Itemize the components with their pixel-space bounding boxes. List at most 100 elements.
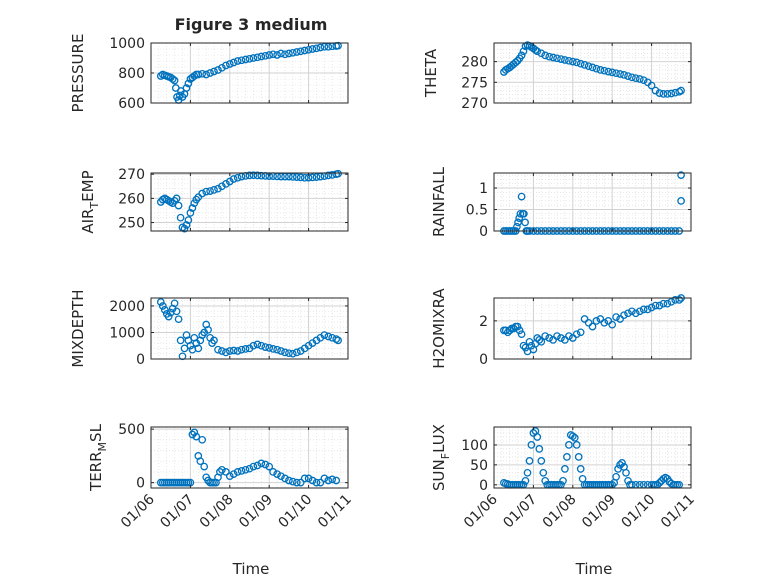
data-point xyxy=(580,315,589,323)
data-point xyxy=(296,478,305,487)
data-point xyxy=(182,221,191,229)
data-point xyxy=(659,90,668,98)
data-point xyxy=(572,330,581,339)
data-point xyxy=(253,53,262,62)
data-point xyxy=(620,71,628,79)
data-point xyxy=(249,462,258,471)
data-point xyxy=(204,325,212,334)
x-tick-label: 01/09 xyxy=(236,492,276,532)
y-tick-label: 275 xyxy=(461,75,488,91)
data-point xyxy=(261,51,270,60)
data-point xyxy=(285,476,293,485)
plot-area xyxy=(494,43,691,103)
y-axis-label: MIXDEPTH xyxy=(69,289,87,367)
data-point xyxy=(677,86,685,95)
subplot-8: 0 50 100 01/06 01/07 01/08 01/09 01/10 01/11 SUNF… xyxy=(430,424,698,531)
y-tick-label: 0 xyxy=(479,352,488,368)
data-point xyxy=(233,468,242,476)
data-point xyxy=(576,59,585,68)
data-point xyxy=(214,66,222,74)
data-point xyxy=(296,47,305,56)
y-tick-label: 500 xyxy=(118,422,145,438)
data-point xyxy=(273,51,281,59)
data-point xyxy=(200,462,209,471)
data-point xyxy=(320,42,329,51)
data-point xyxy=(553,332,561,340)
data-series xyxy=(500,294,685,356)
minor-grid xyxy=(151,427,348,488)
data-point xyxy=(655,301,664,310)
x-tick-label: 01/10 xyxy=(619,492,659,532)
data-point xyxy=(523,468,532,477)
data-point xyxy=(545,334,554,342)
data-point xyxy=(164,312,173,321)
data-point xyxy=(643,305,652,314)
data-point xyxy=(194,70,203,79)
data-point xyxy=(622,468,630,477)
minor-grid xyxy=(151,173,348,231)
data-point xyxy=(265,344,274,352)
data-point xyxy=(186,209,195,217)
data-point xyxy=(667,297,676,306)
data-point xyxy=(604,67,613,76)
data-point xyxy=(202,187,211,196)
data-point xyxy=(225,60,234,68)
data-point xyxy=(184,216,193,224)
figure-title: Figure 3 medium xyxy=(175,15,328,34)
data-point xyxy=(624,72,632,80)
data-point xyxy=(233,347,242,355)
data-point xyxy=(288,173,297,181)
data-point xyxy=(257,341,266,350)
y-tick-label: 0 xyxy=(136,352,145,368)
data-point xyxy=(505,326,514,335)
data-point xyxy=(229,470,238,478)
data-point xyxy=(249,171,258,180)
data-point xyxy=(574,453,583,461)
data-point xyxy=(229,58,238,67)
data-point xyxy=(655,89,664,97)
data-point xyxy=(535,336,544,344)
data-point xyxy=(202,70,211,79)
data-point xyxy=(269,50,277,59)
data-point xyxy=(312,173,321,181)
data-point xyxy=(229,175,238,183)
data-point xyxy=(292,348,301,357)
data-point xyxy=(572,441,581,449)
data-point xyxy=(172,194,181,203)
data-point xyxy=(663,299,672,308)
data-point xyxy=(158,302,167,310)
y-tick-label: 260 xyxy=(118,191,145,207)
data-point xyxy=(324,476,333,485)
data-point xyxy=(533,47,542,56)
data-point xyxy=(675,296,684,304)
data-point xyxy=(519,47,528,56)
data-point xyxy=(176,213,185,222)
data-point xyxy=(245,464,254,473)
data-point xyxy=(324,42,333,51)
plot-area xyxy=(494,173,691,231)
data-series xyxy=(156,428,341,487)
data-point xyxy=(253,461,262,470)
data-series xyxy=(500,41,685,98)
data-point xyxy=(316,43,325,52)
y-axis-label: AIRTEMP xyxy=(79,170,101,233)
data-point xyxy=(210,336,218,345)
x-tick-label: 01/08 xyxy=(540,492,580,532)
data-point xyxy=(639,305,648,314)
x-tick-label: 01/09 xyxy=(579,492,619,532)
data-point xyxy=(612,69,620,78)
data-point xyxy=(561,336,569,344)
data-point xyxy=(588,322,597,331)
data-point xyxy=(174,201,183,210)
data-point xyxy=(592,317,601,325)
data-point xyxy=(257,459,266,468)
data-point xyxy=(198,189,207,198)
data-point xyxy=(198,435,207,444)
y-tick-label: 50 xyxy=(470,458,488,474)
data-point xyxy=(304,45,313,54)
data-point xyxy=(553,54,561,63)
data-point xyxy=(222,348,230,357)
axes-box xyxy=(493,42,692,104)
data-point xyxy=(584,62,593,71)
